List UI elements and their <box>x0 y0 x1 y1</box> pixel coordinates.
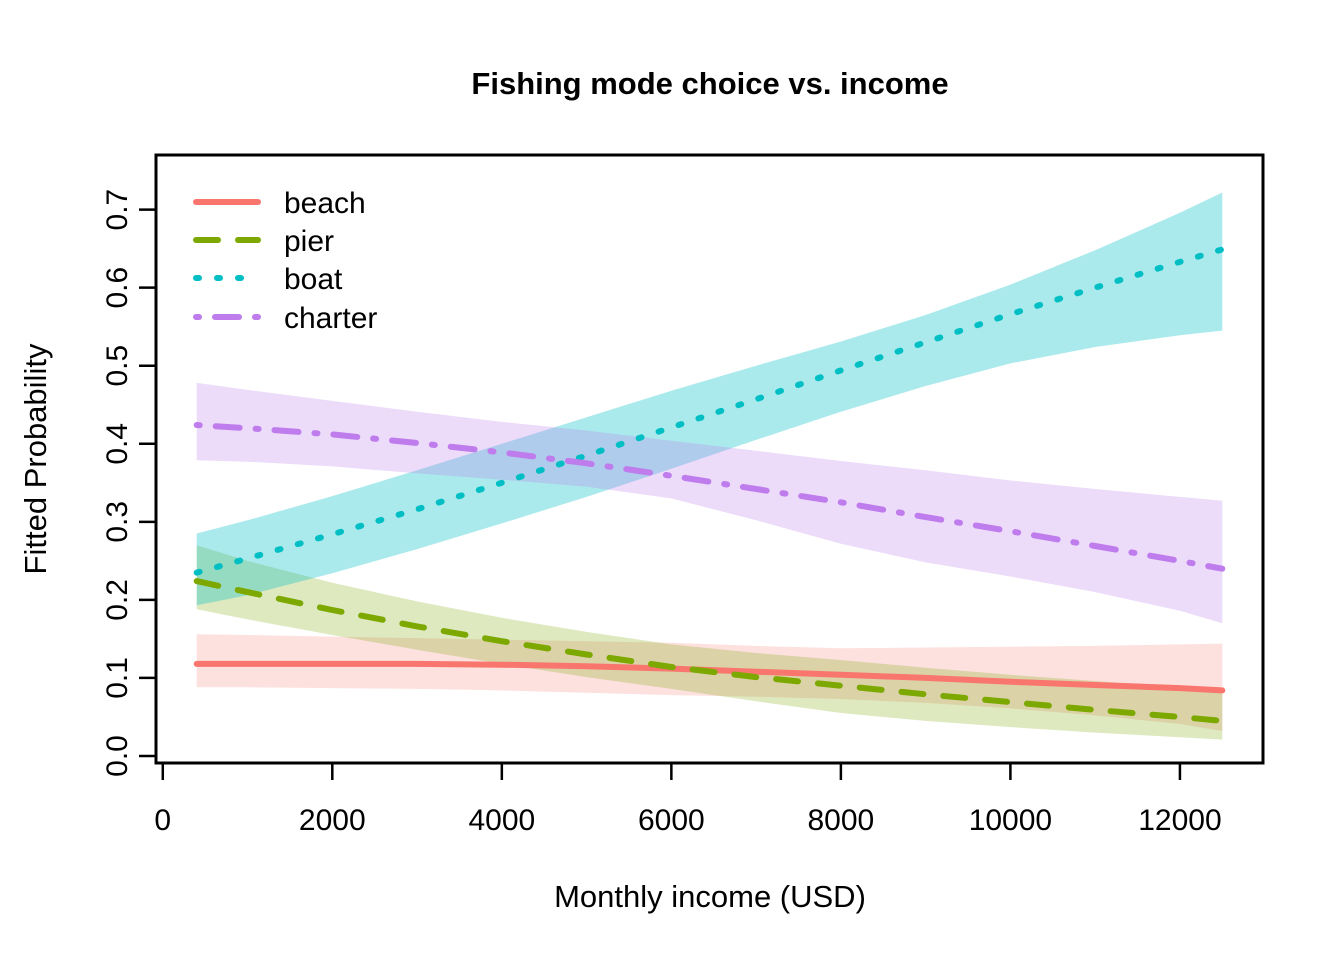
x-tick-label: 6000 <box>638 804 705 837</box>
y-tick-label: 0.1 <box>101 657 134 699</box>
chart-title: Fishing mode choice vs. income <box>471 66 948 101</box>
legend: beach pier boat charter <box>193 187 377 335</box>
x-tick-label: 12000 <box>1138 804 1221 837</box>
y-tick-label: 0.3 <box>101 501 134 543</box>
confidence-bands <box>196 192 1223 740</box>
plot-box <box>154 153 1265 765</box>
legend-label-beach: beach <box>284 187 366 220</box>
x-axis-title: Monthly income (USD) <box>554 879 866 914</box>
beach-confidence-band <box>196 634 1223 731</box>
x-tick-label: 10000 <box>969 804 1052 837</box>
y-tick-label: 0.0 <box>101 735 134 777</box>
legend-label-boat: boat <box>284 263 343 296</box>
y-tick-label: 0.4 <box>101 423 134 465</box>
charter-line <box>193 422 1226 572</box>
legend-label-pier: pier <box>284 225 334 258</box>
y-axis-title: Fitted Probability <box>18 343 53 574</box>
x-tick-label: 0 <box>154 804 171 837</box>
y-tick-label: 0.7 <box>101 189 134 231</box>
boat-confidence-band <box>196 192 1223 606</box>
boat-line <box>193 246 1226 576</box>
x-tick-label: 2000 <box>299 804 366 837</box>
y-tick-label: 0.5 <box>101 345 134 387</box>
pier-confidence-band <box>196 545 1223 740</box>
pier-line <box>193 578 1226 724</box>
legend-label-charter: charter <box>284 302 377 335</box>
charter-confidence-band <box>196 382 1223 624</box>
x-tick-label: 4000 <box>468 804 535 837</box>
x-axis: 0 2000 4000 6000 8000 10000 12000 <box>154 763 1222 837</box>
x-tick-label: 8000 <box>808 804 875 837</box>
y-tick-label: 0.2 <box>101 579 134 621</box>
y-axis: 0.0 0.1 0.2 0.3 0.4 0.5 0.6 0.7 <box>101 189 156 777</box>
plot-frame <box>154 153 1265 765</box>
series-lines <box>193 246 1226 724</box>
y-tick-label: 0.6 <box>101 267 134 309</box>
